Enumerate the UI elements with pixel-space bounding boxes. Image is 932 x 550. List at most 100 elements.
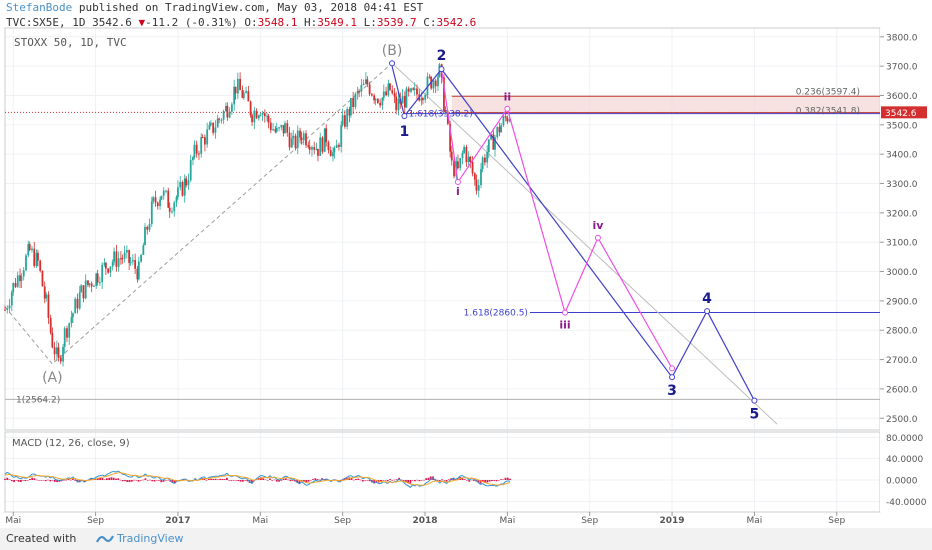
projection-trend-line: [391, 62, 778, 425]
macd-hist-bar: [416, 479, 419, 481]
macd-hist-bar: [149, 479, 151, 481]
macd-line: [29, 473, 33, 477]
candle: [137, 261, 140, 280]
macd-hist-bar: [287, 479, 289, 481]
signal-line: [201, 478, 205, 480]
candle: [446, 111, 449, 124]
candle: [104, 262, 107, 269]
candle: [275, 127, 278, 132]
candle: [286, 123, 289, 133]
signal-line: [371, 478, 375, 481]
macd-line: [482, 483, 486, 486]
macd-line: [172, 482, 176, 484]
macd-hist-bar: [90, 478, 92, 480]
candle: [376, 98, 379, 103]
macd-line: [262, 475, 266, 478]
candle: [302, 133, 305, 141]
macd-hist-bar: [425, 478, 428, 480]
candle: [389, 83, 391, 90]
signal-line: [115, 472, 119, 474]
time-axis[interactable]: Mai Sep 2017 Mai Sep 2018 Mai Sep 2019 Mai Sep: [5, 512, 846, 526]
candle: [55, 347, 58, 355]
candle: [292, 135, 295, 139]
price-tick-label: 2500.0: [886, 415, 918, 425]
macd-line: [34, 473, 37, 476]
macd-hist-bar: [232, 480, 235, 481]
macd-line: [13, 475, 17, 478]
candle: [107, 268, 110, 273]
macd-hist-bar: [409, 480, 412, 484]
candle: [162, 190, 165, 196]
macd-hist-bar: [427, 477, 430, 480]
wave-label-1: 1: [400, 124, 410, 140]
macd-panel[interactable]: MACD (12, 26, close, 9) 80.0000 40.0000 0.0…: [4, 434, 927, 508]
signal-line: [11, 474, 15, 476]
macd-line: [104, 474, 108, 477]
candle: [62, 346, 64, 362]
macd-hist-bar: [479, 480, 482, 484]
candle: [109, 266, 112, 273]
macd-hist-bar: [262, 478, 265, 480]
candle: [152, 197, 155, 202]
macd-line: [7, 471, 10, 475]
candle: [113, 251, 116, 263]
candle: [103, 262, 106, 265]
macd-line: [312, 479, 316, 483]
candle: [204, 137, 206, 145]
signal-line: [170, 478, 173, 481]
trend-lines[interactable]: [4, 62, 778, 425]
candle: [284, 123, 286, 134]
macd-hist-bar: [386, 480, 389, 482]
macd-hist-bar: [443, 480, 446, 481]
candle: [242, 92, 245, 98]
candle: [261, 113, 264, 116]
macd-hist-bar: [275, 480, 278, 482]
macd-line: [299, 481, 303, 485]
candle: [412, 88, 415, 90]
price-tick-label: 3800.0: [886, 33, 918, 43]
candle: [234, 86, 237, 94]
signal-line: [249, 478, 253, 481]
candle: [87, 280, 89, 285]
price-tick-label: 2900.0: [886, 297, 918, 307]
candle: [214, 127, 217, 133]
price-tick-label: 3100.0: [886, 239, 918, 249]
candle: [296, 130, 299, 148]
price-axis[interactable]: 2500.0 2600.0 2700.0 2800.0 2900.0 3000.0 3100…: [880, 28, 932, 512]
signal-line: [124, 473, 128, 475]
macd-hist-bar: [445, 480, 448, 482]
elliott-wave-projections[interactable]: [389, 60, 758, 404]
wave-label-ii: ii: [504, 91, 512, 104]
candle: [82, 285, 85, 299]
macd-hist-bar: [452, 477, 455, 480]
symbol-info: TVC:SX5E, 1D 3542.6: [6, 16, 139, 29]
fib-retracement-zone[interactable]: 0.236(3597.4) 0.382(3541.8) 1.618(3538.2) 1…: [5, 87, 880, 405]
macd-line: [457, 475, 461, 479]
wave-node: [669, 365, 676, 372]
macd-line: [102, 474, 105, 477]
macd-line: [419, 485, 422, 487]
wave-node: [751, 397, 758, 404]
candle: [150, 201, 153, 225]
candle: [422, 98, 424, 100]
candle: [193, 144, 196, 158]
price-tick-label: 3000.0: [886, 268, 918, 278]
macd-hist-bar: [300, 480, 303, 481]
wave-label-iii: iii: [559, 319, 570, 332]
macd-hist-bar: [10, 480, 13, 482]
macd-hist-bar: [151, 480, 154, 482]
wave-node: [594, 234, 601, 241]
author-link[interactable]: StefanBode: [6, 1, 73, 14]
down-arrow-icon: ▼: [138, 16, 146, 29]
signal-line: [256, 478, 259, 481]
tradingview-brand-link[interactable]: TradingView: [117, 532, 184, 545]
wave-node: [454, 179, 461, 186]
candle: [475, 179, 478, 191]
macd-hist-bar: [398, 477, 400, 480]
macd-line: [376, 481, 379, 485]
macd-hist-bar: [504, 477, 507, 480]
macd-line: [480, 483, 484, 485]
macd-line: [240, 477, 243, 480]
candle: [487, 139, 490, 153]
